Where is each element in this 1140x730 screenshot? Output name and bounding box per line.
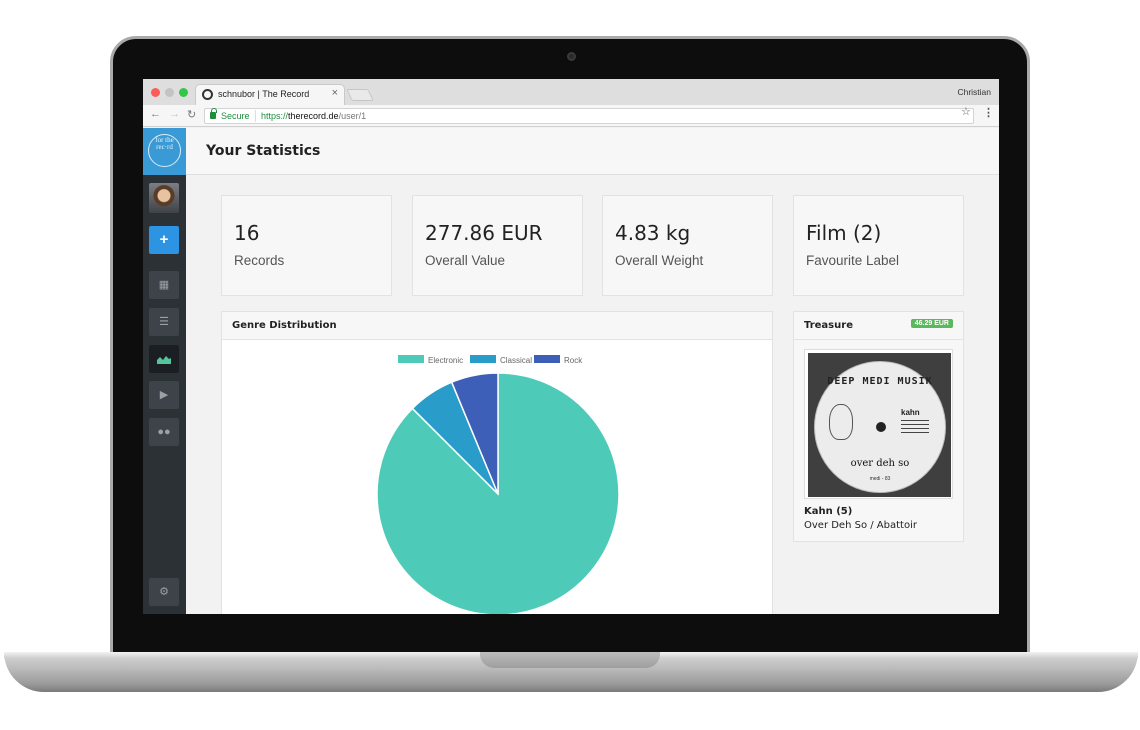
back-icon[interactable]: ← bbox=[150, 108, 161, 120]
legend-label: Classical bbox=[500, 356, 532, 365]
panel-title: Treasure bbox=[804, 320, 853, 331]
legend-item-electronic[interactable]: Electronic bbox=[398, 355, 463, 365]
cover-artist: kahn bbox=[901, 408, 920, 417]
legend-swatch bbox=[398, 355, 424, 363]
forward-icon[interactable]: → bbox=[169, 108, 180, 120]
camera-icon bbox=[567, 52, 576, 61]
sidebar: for the rec·rd + ▦ ☰ ▶ ●● ⚙ bbox=[143, 128, 186, 614]
panel-header: Genre Distribution bbox=[222, 312, 772, 340]
stat-card-weight: 4.83 kg Overall Weight bbox=[602, 195, 773, 296]
lock-icon bbox=[210, 108, 217, 119]
genre-distribution-panel: Genre Distribution Electronic Classical Ro… bbox=[221, 311, 773, 614]
sidebar-item-player[interactable]: ▶ bbox=[149, 381, 179, 409]
legend-swatch bbox=[470, 355, 496, 363]
price-badge: 46.29 EUR bbox=[910, 319, 953, 328]
address-bar[interactable]: Secure https://therecord.de/user/1 bbox=[204, 108, 974, 124]
stack-icon: ☰ bbox=[159, 316, 169, 328]
sidebar-item-dashboard[interactable]: ▦ bbox=[149, 271, 179, 299]
browser-tab[interactable]: schnubor | The Record × bbox=[195, 84, 345, 105]
play-icon: ▶ bbox=[159, 389, 169, 401]
legend-item-classical[interactable]: Classical bbox=[470, 355, 532, 365]
spindle-hole bbox=[876, 422, 886, 432]
logo-circle bbox=[148, 134, 181, 167]
page-header: Your Statistics bbox=[186, 128, 999, 175]
page-title: Your Statistics bbox=[206, 143, 321, 159]
cover-fine-print bbox=[901, 420, 929, 434]
logo-text: for the rec·rd bbox=[155, 136, 174, 151]
close-window-button[interactable] bbox=[151, 88, 160, 97]
url-scheme: https:// bbox=[261, 111, 289, 121]
avatar[interactable] bbox=[149, 183, 179, 213]
genre-pie-chart: Electronic Classical Rock bbox=[376, 355, 620, 614]
vinyl-label: DEEP MEDI MUSIK kahn over deh so medi - … bbox=[814, 361, 946, 493]
browser-menu-icon[interactable]: ⋮ bbox=[983, 107, 994, 119]
stat-card-label: Film (2) Favourite Label bbox=[793, 195, 964, 296]
stat-card-value: 277.86 EUR Overall Value bbox=[412, 195, 583, 296]
stat-card-records: 16 Records bbox=[221, 195, 392, 296]
sidebar-item-community[interactable]: ●● bbox=[149, 418, 179, 446]
new-tab-button[interactable] bbox=[346, 89, 374, 101]
legend-label: Rock bbox=[564, 356, 583, 365]
profile-name[interactable]: Christian bbox=[957, 87, 991, 97]
url-host: therecord.de bbox=[288, 111, 339, 121]
browser-tabbar: schnubor | The Record × Christian bbox=[143, 79, 999, 105]
reload-icon[interactable]: ↻ bbox=[187, 109, 197, 121]
minimize-window-button[interactable] bbox=[165, 88, 174, 97]
stat-value: 4.83 kg bbox=[615, 221, 691, 245]
gear-icon: ⚙ bbox=[159, 586, 169, 598]
legend-label: Electronic bbox=[428, 356, 463, 365]
panel-header: Treasure 46.29 EUR bbox=[794, 312, 963, 340]
secure-label: Secure bbox=[221, 111, 250, 121]
url-divider bbox=[255, 110, 256, 122]
url-text[interactable]: https://therecord.de/user/1 bbox=[261, 111, 366, 121]
grid-icon: ▦ bbox=[158, 279, 170, 291]
tab-title: schnubor | The Record bbox=[218, 89, 310, 99]
stat-label: Favourite Label bbox=[806, 253, 900, 268]
laptop-notch bbox=[480, 652, 660, 668]
cover-image: DEEP MEDI MUSIK kahn over deh so medi - … bbox=[808, 353, 951, 497]
cover-brand: DEEP MEDI MUSIK bbox=[827, 376, 933, 387]
add-record-button[interactable]: + bbox=[149, 226, 179, 254]
app: for the rec·rd + ▦ ☰ ▶ ●● ⚙ bbox=[143, 128, 999, 614]
url-path: /user/1 bbox=[338, 111, 367, 121]
stat-value: Film (2) bbox=[806, 221, 882, 245]
browser-toolbar: ← → ↻ Secure https://therecord.de/user/1… bbox=[143, 105, 999, 127]
screen: schnubor | The Record × Christian ← → ↻ … bbox=[143, 79, 999, 614]
stat-label: Overall Value bbox=[425, 253, 506, 268]
treasure-artist[interactable]: Kahn (5) bbox=[804, 506, 853, 517]
sidebar-item-statistics[interactable] bbox=[149, 345, 179, 373]
logo[interactable]: for the rec·rd bbox=[143, 128, 186, 175]
legend-item-rock[interactable]: Rock bbox=[534, 355, 583, 365]
stat-value: 16 bbox=[234, 221, 260, 245]
tab-close-icon[interactable]: × bbox=[331, 87, 338, 99]
cover-title: over deh so bbox=[850, 458, 910, 469]
panel-title: Genre Distribution bbox=[232, 320, 337, 331]
legend-swatch bbox=[534, 355, 560, 363]
bookmark-star-icon[interactable]: ☆ bbox=[961, 106, 971, 118]
users-icon: ●● bbox=[157, 426, 171, 438]
treasure-record-title[interactable]: Over Deh So / Abattoir bbox=[804, 520, 917, 531]
sidebar-item-collection[interactable]: ☰ bbox=[149, 308, 179, 336]
face-drawing bbox=[829, 404, 853, 440]
favicon-icon bbox=[202, 89, 213, 100]
cover-catalog: medi - 83 bbox=[869, 476, 891, 482]
pie-slice-rock[interactable] bbox=[450, 372, 499, 495]
chart-icon bbox=[157, 356, 171, 364]
maximize-window-button[interactable] bbox=[179, 88, 188, 97]
stat-label: Records bbox=[234, 253, 285, 268]
treasure-panel: Treasure 46.29 EUR DEEP MEDI MUSIK kahn … bbox=[793, 311, 964, 542]
settings-button[interactable]: ⚙ bbox=[149, 578, 179, 606]
stat-value: 277.86 EUR bbox=[425, 221, 543, 245]
stat-label: Overall Weight bbox=[615, 253, 704, 268]
record-cover[interactable]: DEEP MEDI MUSIK kahn over deh so medi - … bbox=[804, 349, 953, 499]
